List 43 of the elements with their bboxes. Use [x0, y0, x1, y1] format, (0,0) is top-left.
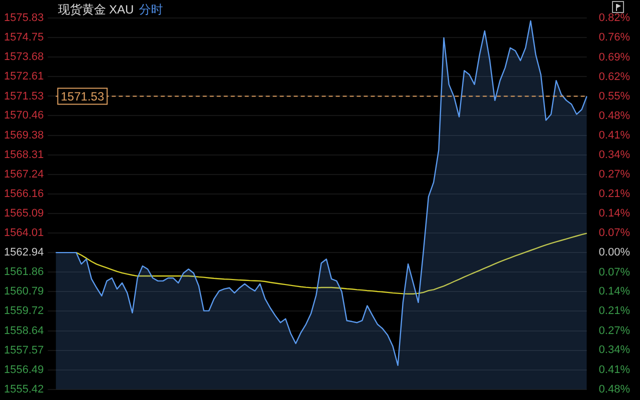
- y-tick-label: 1556.49: [4, 364, 44, 376]
- y2-tick-label: 0.55%: [598, 90, 630, 103]
- y2-tick-label: 0.07%: [598, 266, 630, 278]
- chart-title: 现货黄金 XAU: [58, 2, 134, 16]
- y-tick-label: 1568.31: [4, 148, 44, 161]
- y-tick-label: 1571.53: [4, 90, 44, 102]
- y-tick-label: 1560.79: [4, 286, 44, 298]
- y-tick-label: 1566.16: [4, 188, 44, 200]
- y-tick-label: 1572.61: [4, 70, 44, 83]
- y-tick-label: 1573.68: [4, 51, 44, 64]
- y-tick-label: 1558.64: [4, 324, 44, 337]
- y-tick-label: 1565.09: [4, 207, 44, 220]
- y2-tick-label: 0.21%: [598, 188, 630, 200]
- y-tick-label: 1555.42: [4, 383, 44, 396]
- y2-tick-label: 0.41%: [598, 364, 630, 376]
- y-tick-label: 1557.57: [4, 344, 44, 356]
- y2-tick-label: 0.14%: [598, 208, 630, 220]
- y2-tick-label: 0.76%: [598, 32, 630, 44]
- chart-subtitle: 分时: [138, 2, 163, 16]
- y2-tick-label: 0.21%: [598, 305, 630, 318]
- y-tick-label: 1567.24: [4, 168, 44, 180]
- y-tick-label: 1574.75: [4, 32, 44, 44]
- y-tick-label: 1569.38: [4, 129, 44, 142]
- y-tick-label: 1564.01: [4, 227, 44, 240]
- y-tick-label: 1559.72: [4, 305, 44, 318]
- y2-tick-label: 0.27%: [598, 168, 630, 180]
- y2-tick-label: 0.41%: [598, 129, 630, 142]
- y2-tick-label: 0.62%: [598, 70, 630, 83]
- y2-tick-label: 0.48%: [598, 383, 630, 396]
- y2-tick-label: 0.27%: [598, 324, 630, 337]
- y-tick-label: 1562.94: [4, 246, 44, 259]
- y2-tick-label: 0.48%: [598, 110, 630, 122]
- y2-tick-label: 0.34%: [598, 344, 630, 356]
- y-tick-label: 1561.86: [4, 266, 44, 278]
- y-tick-label: 1570.46: [4, 110, 44, 122]
- y-tick-label: 1575.83: [4, 12, 44, 24]
- y2-tick-label: 0.00%: [598, 246, 630, 259]
- y2-tick-label: 0.14%: [598, 286, 630, 298]
- y2-tick-label: 0.34%: [598, 149, 630, 162]
- y2-tick-label: 0.07%: [598, 227, 630, 240]
- y2-tick-label: 0.82%: [598, 12, 630, 24]
- ref-line-label: 1571.53: [60, 90, 104, 104]
- y2-tick-label: 0.69%: [598, 51, 630, 64]
